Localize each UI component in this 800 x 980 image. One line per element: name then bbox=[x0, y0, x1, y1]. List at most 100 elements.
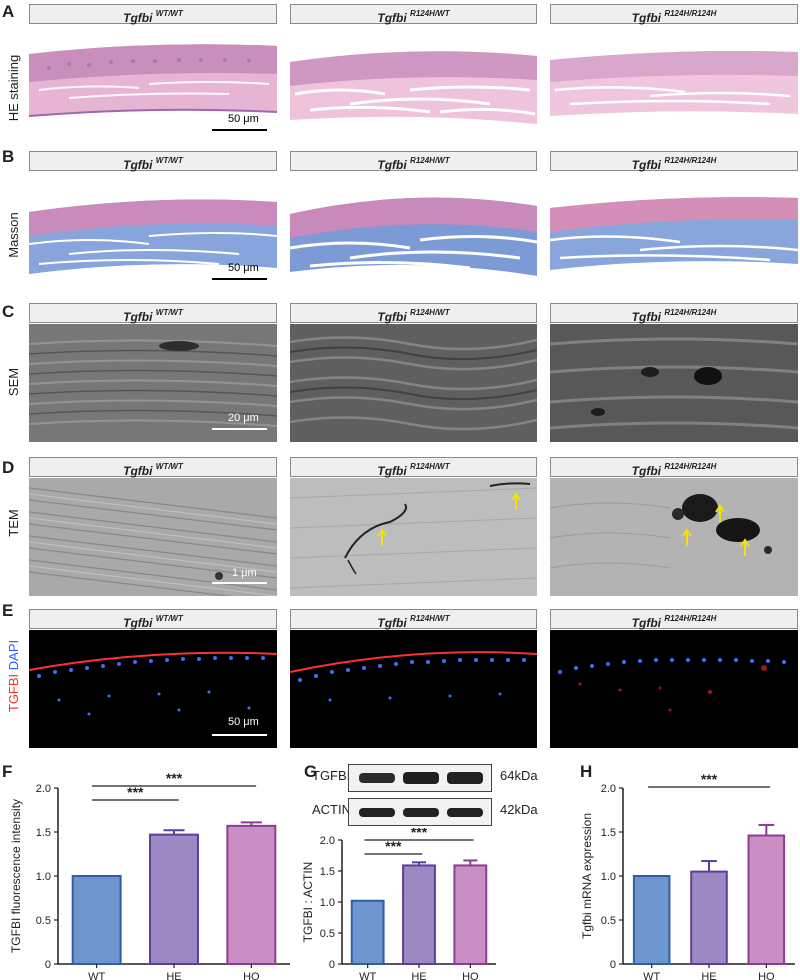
genotype-header: Tgfbi R124H/WT bbox=[290, 609, 537, 630]
western-blot: TGFBI ACTIN 64kDa 42kDa bbox=[304, 762, 594, 828]
blot-label-tgfbi: TGFBI bbox=[312, 768, 351, 783]
genotype-superscript: R124H/WT bbox=[410, 614, 450, 623]
row-label-he-staining: HE staining bbox=[6, 54, 21, 122]
sem-image-wt bbox=[29, 324, 277, 442]
chart-h: 0 0.5 1.0 1.5 2.0 Tgfbi mRNA expression WT HE HO… bbox=[580, 771, 795, 980]
y-tick-label: 0 bbox=[610, 959, 616, 971]
blot-size-actin: 42kDa bbox=[500, 802, 538, 817]
scale-bar-a bbox=[212, 129, 267, 131]
arrow-icon bbox=[377, 528, 387, 546]
y-tick-label: 1.5 bbox=[320, 866, 335, 878]
if-image-r124h-wt bbox=[290, 630, 537, 748]
masson-image-wt bbox=[29, 172, 277, 290]
x-tick-label: HE bbox=[701, 971, 716, 980]
masson-image-r124h-r124h bbox=[550, 172, 798, 290]
blot-band-actin bbox=[348, 798, 492, 826]
scale-label-b: 50 μm bbox=[228, 262, 259, 274]
x-tick-label: WT bbox=[359, 971, 376, 980]
genotype-header: Tgfbi R124H/WT bbox=[290, 457, 537, 478]
y-tick-label: 2.0 bbox=[601, 783, 616, 795]
x-tick-label: HO bbox=[462, 971, 479, 980]
tem-image-r124h-r124h bbox=[550, 478, 798, 596]
genotype-superscript: R124H/R124H bbox=[664, 308, 717, 317]
gene-name: Tgfbi bbox=[631, 464, 665, 478]
panel-letter-d: D bbox=[2, 458, 15, 477]
genotype-header: Tgfbi WT/WT bbox=[29, 4, 277, 25]
y-tick-label: 2.0 bbox=[320, 835, 335, 847]
y-axis-label: TGFBI fluorescence intensity bbox=[9, 799, 23, 953]
y-tick-label: 1.5 bbox=[36, 827, 51, 839]
significance-label: *** bbox=[411, 828, 428, 840]
scale-bar-b bbox=[212, 278, 267, 280]
genotype-header: Tgfbi WT/WT bbox=[29, 151, 277, 172]
gene-name: Tgfbi bbox=[631, 11, 665, 25]
scale-bar-c bbox=[212, 428, 267, 430]
gene-name: Tgfbi bbox=[123, 11, 156, 25]
genotype-superscript: R124H/R124H bbox=[664, 156, 717, 165]
arrow-icon bbox=[740, 538, 750, 556]
genotype-header: Tgfbi R124H/R124H bbox=[550, 151, 798, 172]
bar-ho bbox=[453, 864, 488, 965]
gene-name: Tgfbi bbox=[123, 310, 156, 324]
x-tick-label: HE bbox=[166, 971, 181, 980]
genotype-header: Tgfbi R124H/R124H bbox=[550, 303, 798, 324]
blot-label-actin: ACTIN bbox=[312, 802, 351, 817]
if-image-wt bbox=[29, 630, 277, 748]
scale-bar-d bbox=[212, 582, 267, 584]
genotype-superscript: R124H/R124H bbox=[664, 462, 717, 471]
y-tick-label: 1.0 bbox=[601, 871, 616, 883]
y-tick-label: 0 bbox=[329, 959, 335, 971]
y-axis-label: Tgfbi mRNA expression bbox=[580, 813, 594, 939]
gene-name: Tgfbi bbox=[631, 616, 665, 630]
label-tgfbi: TGFBI bbox=[6, 673, 21, 713]
scale-label-a: 50 μm bbox=[228, 113, 259, 125]
genotype-header: Tgfbi R124H/WT bbox=[290, 151, 537, 172]
gene-name: Tgfbi bbox=[377, 158, 411, 172]
bar-he bbox=[402, 864, 436, 965]
x-tick-label: WT bbox=[88, 971, 105, 980]
genotype-header: Tgfbi WT/WT bbox=[29, 303, 277, 324]
bar-he bbox=[149, 833, 199, 965]
genotype-header: Tgfbi R124H/R124H bbox=[550, 457, 798, 478]
y-tick-label: 0.5 bbox=[320, 928, 335, 940]
panel-letter-e: E bbox=[2, 601, 14, 620]
genotype-superscript: WT/WT bbox=[155, 9, 183, 18]
genotype-header: Tgfbi WT/WT bbox=[29, 457, 277, 478]
y-tick-label: 0.5 bbox=[36, 915, 51, 927]
sem-image-r124h-r124h bbox=[550, 324, 798, 442]
tem-image-wt bbox=[29, 478, 277, 596]
x-tick-label: HO bbox=[758, 971, 775, 980]
label-dapi: DAPI bbox=[6, 639, 21, 671]
chart-f: 0 0.5 1.0 1.5 2.0 TGFBI fluorescence intensit… bbox=[9, 770, 290, 980]
panel-letter-h: H bbox=[580, 762, 593, 781]
genotype-superscript: R124H/WT bbox=[410, 9, 450, 18]
y-tick-label: 2.0 bbox=[36, 783, 51, 795]
masson-image-r124h-wt bbox=[290, 172, 537, 290]
bar-ho bbox=[747, 834, 786, 965]
genotype-superscript: R124H/R124H bbox=[664, 614, 717, 623]
genotype-superscript: R124H/R124H bbox=[664, 9, 717, 18]
y-axis-label: TGFBI : ACTIN bbox=[301, 862, 315, 943]
y-tick-label: 1.5 bbox=[601, 827, 616, 839]
gene-name: Tgfbi bbox=[377, 616, 411, 630]
arrow-icon bbox=[682, 528, 692, 546]
y-tick-label: 1.0 bbox=[320, 897, 335, 909]
genotype-superscript: WT/WT bbox=[155, 156, 183, 165]
bar-he bbox=[690, 870, 728, 965]
he-image-r124h-r124h bbox=[550, 24, 798, 142]
genotype-header: Tgfbi WT/WT bbox=[29, 609, 277, 630]
genotype-superscript: WT/WT bbox=[155, 462, 183, 471]
chart-g: 0 0.5 1.0 1.5 2.0 TGFBI : ACTIN WT HE HO *** *** bbox=[301, 828, 496, 980]
bar-ho bbox=[226, 824, 277, 965]
gene-name: Tgfbi bbox=[377, 310, 411, 324]
significance-label: *** bbox=[701, 771, 718, 787]
scale-label-d: 1 μm bbox=[232, 567, 257, 579]
panel-letter-b: B bbox=[2, 147, 15, 166]
y-tick-label: 0 bbox=[45, 959, 51, 971]
x-tick-label: HE bbox=[411, 971, 426, 980]
significance-label: *** bbox=[166, 770, 183, 786]
scale-label-c: 20 μm bbox=[228, 412, 259, 424]
genotype-superscript: WT/WT bbox=[155, 308, 183, 317]
row-label-masson: Masson bbox=[6, 212, 21, 258]
gene-name: Tgfbi bbox=[631, 310, 665, 324]
